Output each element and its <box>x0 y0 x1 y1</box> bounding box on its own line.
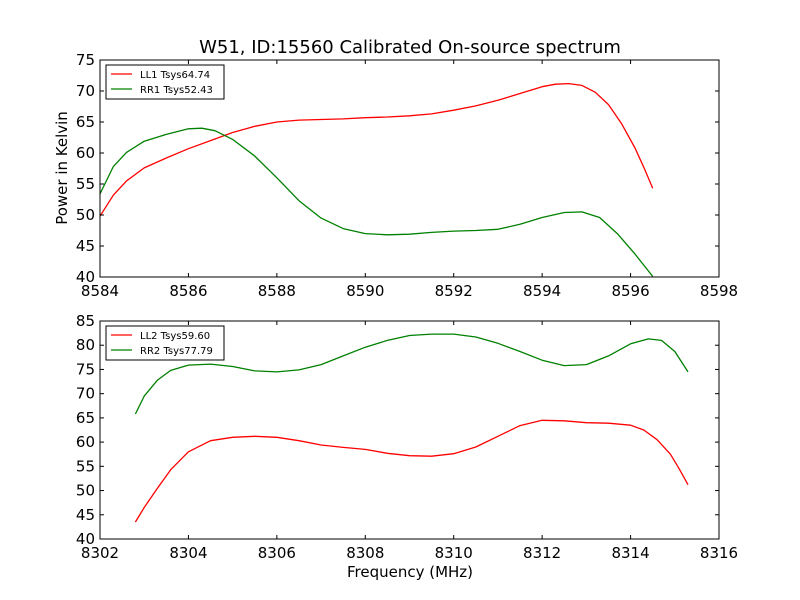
x-tick-label: 8590 <box>346 282 384 300</box>
x-tick-label: 8592 <box>435 282 473 300</box>
series-line-2 <box>134 333 689 415</box>
legend-label: LL2 Tsys59.60 <box>140 331 210 342</box>
y-tick-label: 75 <box>76 360 95 378</box>
y-tick-label: 65 <box>76 113 95 131</box>
y-tick-label: 45 <box>76 506 95 524</box>
legend: LL1 Tsys64.74 RR1 Tsys52.43 <box>105 64 225 100</box>
y-tick-label: 40 <box>76 268 95 286</box>
y-tick-label: 50 <box>76 206 95 224</box>
x-tick-label: 8312 <box>523 544 561 562</box>
x-tick-label: 8316 <box>700 544 738 562</box>
y-axis-label: Power in Kelvin <box>53 111 71 225</box>
y-tick-label: 85 <box>76 312 95 330</box>
series-line-1 <box>134 419 689 523</box>
series-line-2 <box>100 127 654 277</box>
x-tick-label: 8586 <box>169 282 207 300</box>
y-tick-label: 80 <box>76 336 95 354</box>
series-line-1 <box>100 82 654 217</box>
legend-label: RR1 Tsys52.43 <box>140 85 213 96</box>
x-tick-label: 8584 <box>81 282 119 300</box>
x-tick-label: 8594 <box>523 282 561 300</box>
x-tick-label: 8302 <box>81 544 119 562</box>
x-tick-label: 8308 <box>346 544 384 562</box>
chart-title: W51, ID:15560 Calibrated On-source spect… <box>199 37 621 58</box>
top-panel: 8584 8586 8588 8590 8592 8594 8596 8598 40 45 50 55… <box>76 51 738 300</box>
y-tick-label: 60 <box>76 144 95 162</box>
x-axis-label: Frequency (MHz) <box>347 563 473 581</box>
x-tick-label: 8588 <box>258 282 296 300</box>
x-tick-label: 8304 <box>169 544 207 562</box>
plot-frame <box>99 59 720 278</box>
y-tick-label: 55 <box>76 457 95 475</box>
y-tick-label: 60 <box>76 433 95 451</box>
x-tick-label: 8598 <box>700 282 738 300</box>
y-tick-label: 40 <box>76 530 95 548</box>
x-tick-label: 8310 <box>435 544 473 562</box>
x-tick-label: 8314 <box>611 544 649 562</box>
legend: LL2 Tsys59.60 RR2 Tsys77.79 <box>105 325 225 361</box>
legend-label: RR2 Tsys77.79 <box>140 346 213 357</box>
x-tick-label: 8596 <box>611 282 649 300</box>
legend-box <box>105 64 225 100</box>
y-tick-label: 50 <box>76 482 95 500</box>
bottom-panel: 8302 8304 8306 8308 8310 8312 8314 8316 40 45 50 55… <box>76 312 738 562</box>
y-tick-label: 75 <box>76 51 95 69</box>
y-tick-label: 65 <box>76 409 95 427</box>
y-tick-label: 70 <box>76 385 95 403</box>
plot-frame <box>99 320 720 540</box>
y-tick-label: 45 <box>76 237 95 255</box>
y-tick-label: 55 <box>76 175 95 193</box>
legend-box <box>105 325 225 361</box>
legend-label: LL1 Tsys64.74 <box>140 70 210 81</box>
y-tick-label: 70 <box>76 82 95 100</box>
x-tick-label: 8306 <box>258 544 296 562</box>
